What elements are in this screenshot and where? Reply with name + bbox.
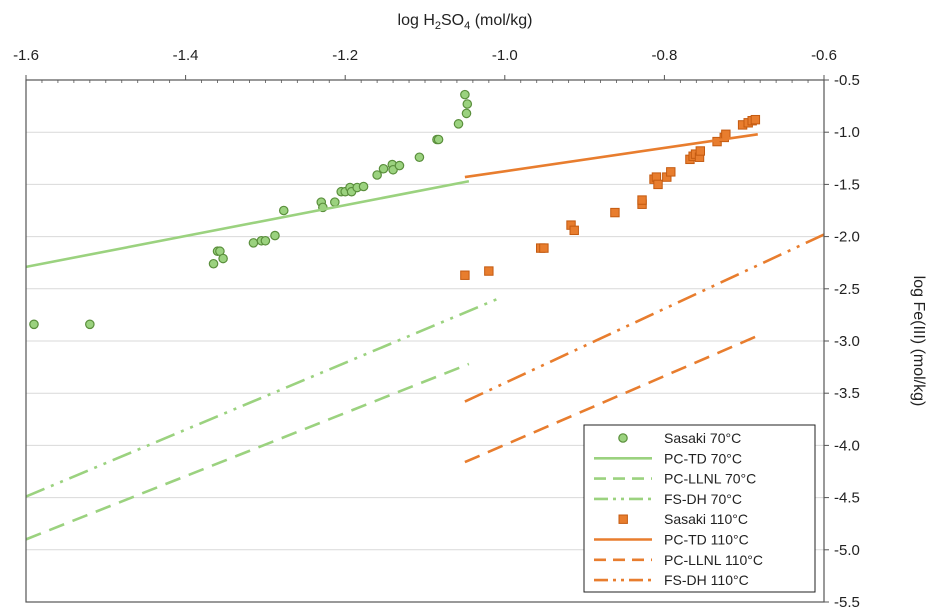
series-line-2 <box>25 362 470 541</box>
y-axis-title: log Fe(III) (mol/kg) <box>910 276 927 407</box>
x-tick-label: -0.6 <box>811 47 837 64</box>
series-line-1 <box>25 179 470 269</box>
legend-item: PC-TD 70°C <box>594 450 742 466</box>
data-point <box>378 163 389 174</box>
legend-label: PC-TD 110°C <box>664 532 749 548</box>
legend-label: Sasaki 70°C <box>664 430 741 446</box>
x-tick-label: -1.2 <box>332 47 358 64</box>
series-line-3 <box>25 298 498 498</box>
y-tick-label: -3.5 <box>834 385 860 402</box>
data-point <box>270 230 280 241</box>
legend-item: Sasaki 110°C <box>618 511 748 527</box>
data-point <box>569 225 579 236</box>
series-1 <box>25 179 470 269</box>
series-4 <box>460 114 761 280</box>
series-3 <box>25 298 498 498</box>
x-axis-title: log H2SO4 (mol/kg) <box>398 12 533 32</box>
y-tick-label: -0.5 <box>834 72 860 89</box>
legend-label: PC-LLNL 110°C <box>664 552 763 568</box>
y-tick-label: -1.5 <box>834 176 860 193</box>
data-point <box>358 181 369 192</box>
plot-frame <box>25 79 825 603</box>
series-line-6 <box>464 334 759 464</box>
legend-label: FS-DH 70°C <box>664 491 742 507</box>
data-point <box>394 160 405 171</box>
data-point <box>666 167 676 177</box>
data-point <box>85 319 95 330</box>
data-point <box>414 152 425 163</box>
data-point <box>462 99 473 109</box>
x-tick-label: -1.6 <box>13 47 39 64</box>
legend-box <box>583 424 816 593</box>
legend-item: PC-LLNL 110°C <box>594 552 763 568</box>
data-point <box>750 114 761 125</box>
data-point <box>372 170 382 180</box>
legend-item: FS-DH 110°C <box>594 572 749 588</box>
x-tick-labels: -1.6 -1.4 -1.2 -1.0 -0.8 -0.6 <box>13 47 837 64</box>
series-7 <box>464 233 825 403</box>
x-tick-label: -1.0 <box>492 47 518 64</box>
data-point <box>433 134 444 145</box>
legend-item: Sasaki 70°C <box>618 430 741 446</box>
data-point <box>248 238 259 248</box>
data-point <box>653 179 663 190</box>
y-tick-label: -2.0 <box>834 229 860 246</box>
series-line-7 <box>464 233 825 403</box>
legend-marker <box>618 433 628 443</box>
data-point <box>330 197 340 207</box>
y-tick-label: -4.0 <box>834 437 860 454</box>
data-point <box>460 270 470 280</box>
series-layer <box>25 89 825 541</box>
data-point <box>29 319 39 330</box>
legend-label: PC-LLNL 70°C <box>664 471 756 487</box>
y-tick-labels: -0.5 -1.0 -1.5 -2.0 -2.5 -3.0 -3.5 -4.0 -4.5 -5.0… <box>834 72 860 611</box>
series-5 <box>464 133 758 179</box>
legend-item: PC-LLNL 70°C <box>594 471 756 487</box>
data-point <box>208 258 219 269</box>
y-tick-label: -1.0 <box>834 124 860 141</box>
data-point <box>539 243 549 253</box>
y-tick-label: -2.5 <box>834 281 860 298</box>
series-line-5 <box>464 133 758 179</box>
legend-item: FS-DH 70°C <box>594 491 742 507</box>
legend-label: PC-TD 70°C <box>664 450 742 466</box>
data-point <box>218 253 228 264</box>
y-tick-label: -3.0 <box>834 333 860 350</box>
data-point <box>260 235 271 246</box>
data-point <box>637 195 647 205</box>
series-2 <box>25 362 470 541</box>
legend-marker <box>618 514 628 524</box>
y-tick-label: -5.0 <box>834 542 860 559</box>
data-point <box>610 207 620 218</box>
data-point <box>484 266 494 276</box>
data-point <box>695 146 706 156</box>
data-point <box>453 119 464 129</box>
legend-label: FS-DH 110°C <box>664 572 749 588</box>
y-tick-label: -5.5 <box>834 594 860 611</box>
x-tick-label: -0.8 <box>651 47 677 64</box>
x-tick-label: -1.4 <box>173 47 199 64</box>
y-tick-label: -4.5 <box>834 490 860 507</box>
legend: Sasaki 70°C PC-TD 70°C PC-LLNL 70°C FS-DH 7… <box>583 424 816 593</box>
legend-label: Sasaki 110°C <box>664 511 748 527</box>
data-point <box>460 89 470 100</box>
legend-item: PC-TD 110°C <box>594 532 749 548</box>
series-6 <box>464 334 759 464</box>
data-point <box>461 108 472 119</box>
data-point <box>278 205 289 216</box>
